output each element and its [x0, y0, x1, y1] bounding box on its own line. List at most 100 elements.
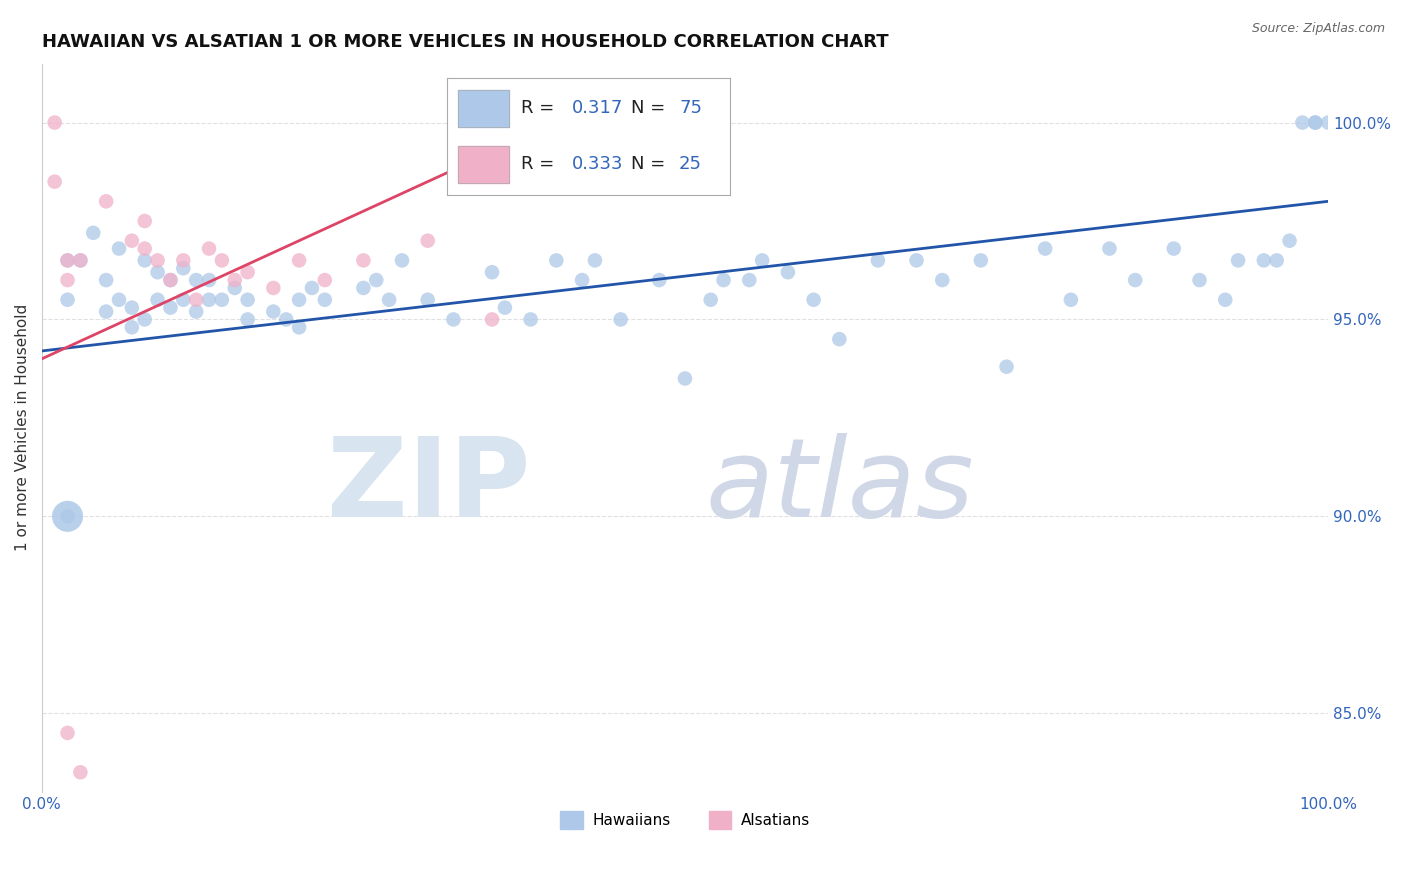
Point	[288, 320, 311, 334]
Point	[186, 293, 208, 307]
Point	[301, 281, 323, 295]
Point	[69, 253, 91, 268]
Point	[159, 301, 181, 315]
Point	[121, 234, 143, 248]
Point	[546, 253, 568, 268]
Text: ZIP: ZIP	[328, 433, 530, 540]
Point	[121, 320, 143, 334]
Text: HAWAIIAN VS ALSATIAN 1 OR MORE VEHICLES IN HOUSEHOLD CORRELATION CHART: HAWAIIAN VS ALSATIAN 1 OR MORE VEHICLES …	[42, 33, 889, 51]
Point	[1265, 253, 1288, 268]
Point	[751, 253, 773, 268]
Point	[276, 312, 298, 326]
Point	[609, 312, 631, 326]
Point	[995, 359, 1018, 374]
Point	[134, 253, 156, 268]
Point	[211, 253, 233, 268]
Y-axis label: 1 or more Vehicles in Household: 1 or more Vehicles in Household	[15, 304, 30, 551]
Point	[146, 253, 169, 268]
Point	[970, 253, 993, 268]
Point	[108, 242, 131, 256]
Point	[224, 281, 246, 295]
Point	[69, 253, 91, 268]
Point	[1303, 115, 1326, 129]
Point	[108, 293, 131, 307]
Point	[134, 312, 156, 326]
Point	[866, 253, 889, 268]
Point	[56, 273, 79, 287]
Point	[378, 293, 401, 307]
Point	[288, 253, 311, 268]
Point	[172, 293, 194, 307]
Point	[211, 293, 233, 307]
Point	[198, 242, 221, 256]
Point	[673, 371, 696, 385]
Text: atlas: atlas	[704, 433, 973, 540]
Point	[1291, 115, 1313, 129]
Point	[519, 312, 541, 326]
Point	[571, 273, 593, 287]
Point	[314, 293, 336, 307]
Point	[713, 273, 735, 287]
Text: Source: ZipAtlas.com: Source: ZipAtlas.com	[1251, 22, 1385, 36]
Point	[56, 509, 79, 524]
Point	[186, 273, 208, 287]
Point	[416, 234, 439, 248]
Point	[146, 293, 169, 307]
Point	[172, 253, 194, 268]
Point	[1188, 273, 1211, 287]
Point	[262, 281, 284, 295]
Point	[1163, 242, 1185, 256]
Point	[648, 273, 671, 287]
Legend: Hawaiians, Alsatians: Hawaiians, Alsatians	[554, 805, 815, 835]
Point	[481, 312, 503, 326]
Point	[391, 253, 413, 268]
Point	[314, 273, 336, 287]
Point	[134, 242, 156, 256]
Point	[69, 765, 91, 780]
Point	[366, 273, 388, 287]
Point	[94, 194, 117, 209]
Point	[236, 312, 259, 326]
Point	[56, 726, 79, 740]
Point	[121, 301, 143, 315]
Point	[236, 265, 259, 279]
Point	[172, 261, 194, 276]
Point	[905, 253, 928, 268]
Point	[198, 273, 221, 287]
Point	[828, 332, 851, 346]
Point	[56, 253, 79, 268]
Point	[416, 293, 439, 307]
Point	[481, 265, 503, 279]
Point	[776, 265, 799, 279]
Point	[262, 304, 284, 318]
Point	[1213, 293, 1236, 307]
Point	[224, 273, 246, 287]
Point	[56, 509, 79, 524]
Point	[1060, 293, 1083, 307]
Point	[441, 312, 464, 326]
Point	[288, 293, 311, 307]
Point	[186, 304, 208, 318]
Point	[1278, 234, 1301, 248]
Point	[146, 265, 169, 279]
Point	[159, 273, 181, 287]
Point	[56, 293, 79, 307]
Point	[44, 175, 66, 189]
Point	[1033, 242, 1056, 256]
Point	[94, 273, 117, 287]
Point	[494, 301, 516, 315]
Point	[931, 273, 953, 287]
Point	[159, 273, 181, 287]
Point	[1317, 115, 1340, 129]
Point	[56, 253, 79, 268]
Point	[352, 253, 374, 268]
Point	[1123, 273, 1146, 287]
Point	[738, 273, 761, 287]
Point	[44, 115, 66, 129]
Point	[1253, 253, 1275, 268]
Point	[583, 253, 606, 268]
Point	[1303, 115, 1326, 129]
Point	[134, 214, 156, 228]
Point	[198, 293, 221, 307]
Point	[94, 304, 117, 318]
